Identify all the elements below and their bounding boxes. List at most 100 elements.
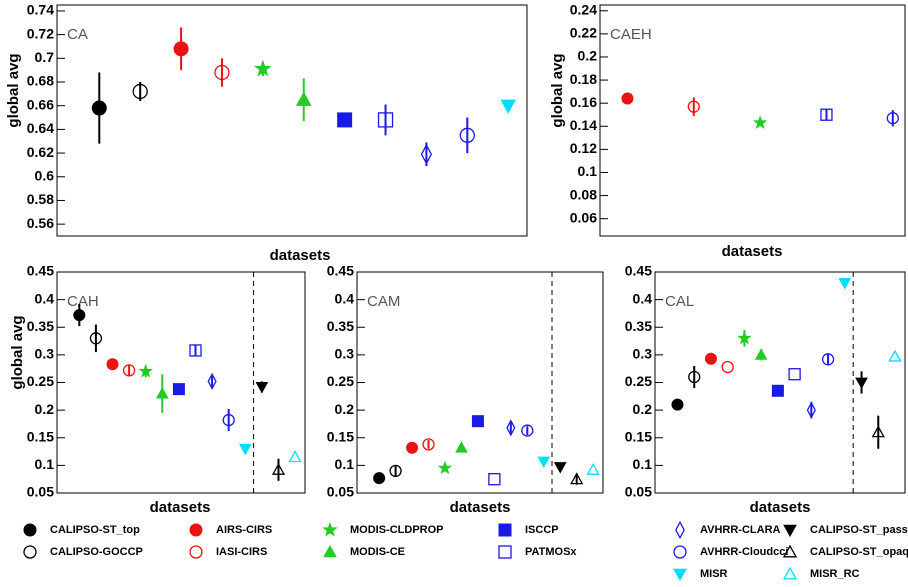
data-point (704, 352, 717, 365)
y-tick-label: 0.35 (327, 318, 354, 334)
data-point (788, 368, 801, 381)
y-tick-label: 0.16 (570, 94, 597, 110)
y-tick-label: 0.56 (27, 215, 54, 231)
y-tick-label: 0.68 (27, 73, 54, 89)
y-tick-label: 0.18 (570, 71, 597, 87)
plot-frame (599, 4, 906, 237)
data-point (238, 443, 252, 456)
y-tick-label: 0.64 (27, 120, 54, 136)
data-point (138, 363, 153, 378)
data-point (389, 464, 402, 478)
legend-label: CALIPSO-GOCCP (50, 546, 143, 558)
y-tick-label: 0.15 (327, 428, 354, 444)
data-point (288, 450, 302, 463)
data-point (373, 472, 386, 485)
legend-marker (783, 524, 797, 538)
data-point (553, 462, 567, 474)
data-point (488, 473, 501, 486)
y-tick-label: 0.1 (35, 456, 55, 472)
data-point (671, 398, 684, 411)
y-tick-label: 0.15 (625, 428, 652, 444)
y-tick-label: 0.06 (570, 209, 597, 225)
data-point (214, 64, 230, 81)
data-point (888, 349, 902, 362)
y-tick-label: 0.05 (327, 484, 354, 500)
data-point (91, 100, 107, 116)
y-tick-label: 0.25 (327, 373, 354, 389)
legend-marker (782, 544, 798, 558)
y-tick-label: 0.3 (335, 346, 355, 362)
legend-label: PATMOSx (525, 546, 577, 558)
data-point (155, 387, 169, 399)
y-tick-label: 0.22 (570, 25, 597, 41)
legend-marker (189, 545, 203, 559)
legend-label: AVHRR-Cloudcci (700, 546, 788, 558)
x-axis-label: datasets (750, 499, 811, 516)
data-point (886, 112, 899, 125)
data-point (173, 41, 189, 57)
y-tick-label: 0.2 (35, 401, 55, 417)
data-point (437, 460, 453, 475)
legend-marker (673, 568, 687, 582)
data-point (753, 115, 768, 129)
data-point (89, 332, 103, 345)
y-tick-label: 0.25 (27, 373, 54, 389)
data-point (132, 83, 148, 100)
y-tick-label: 0.2 (578, 48, 598, 64)
y-axis-label: global avg (5, 53, 22, 127)
data-point (500, 99, 517, 114)
y-tick-label: 0.4 (35, 290, 55, 306)
x-axis-label: datasets (150, 499, 211, 516)
y-tick-label: 0.62 (27, 144, 54, 160)
data-point (806, 401, 816, 419)
x-axis-label: datasets (722, 243, 783, 260)
data-point (570, 472, 584, 485)
legend-marker (498, 523, 512, 537)
legend-marker (675, 520, 685, 540)
legend-label: MISR (700, 568, 728, 580)
panel-title: CAH (67, 293, 99, 310)
data-point (821, 353, 835, 366)
y-tick-label: 0.15 (27, 428, 54, 444)
legend-label: AVHRR-CLARA (700, 524, 781, 536)
panel-title: CAEH (610, 26, 652, 43)
y-tick-label: 0.45 (625, 263, 652, 279)
data-point (521, 424, 534, 437)
y-tick-label: 0.6 (35, 167, 55, 183)
legend-marker (322, 521, 338, 537)
legend-marker (189, 523, 203, 537)
data-point (377, 112, 394, 128)
data-point (820, 108, 833, 121)
y-tick-label: 0.08 (570, 186, 597, 202)
data-point (422, 438, 435, 451)
data-point (254, 59, 272, 77)
data-point (871, 425, 885, 438)
data-point (721, 360, 734, 374)
y-tick-label: 0.14 (570, 117, 597, 133)
y-axis-label: global avg (549, 53, 566, 127)
y-tick-label: 0.05 (27, 484, 54, 500)
y-axis-label: global avg (9, 315, 26, 389)
y-tick-label: 0.35 (27, 318, 54, 334)
y-tick-label: 0.1 (578, 163, 598, 179)
legend-label: AIRS-CIRS (216, 524, 272, 536)
data-point (737, 330, 752, 345)
y-tick-label: 0.35 (625, 318, 652, 334)
legend-marker (23, 545, 37, 559)
y-tick-label: 0.4 (633, 290, 653, 306)
data-point (621, 92, 634, 105)
y-tick-label: 0.4 (335, 290, 355, 306)
y-tick-label: 0.45 (27, 263, 54, 279)
legend-label: MISR_RC (810, 568, 860, 580)
y-tick-label: 0.7 (35, 49, 55, 65)
data-point (189, 344, 202, 357)
y-tick-label: 0.58 (27, 191, 54, 207)
data-point (455, 441, 468, 453)
data-point (337, 112, 353, 128)
y-tick-label: 0.12 (570, 140, 597, 156)
legend-label: CALIPSO-ST_passive (810, 524, 908, 536)
data-point (207, 372, 217, 390)
legend-marker (323, 544, 337, 558)
data-point (838, 278, 852, 290)
